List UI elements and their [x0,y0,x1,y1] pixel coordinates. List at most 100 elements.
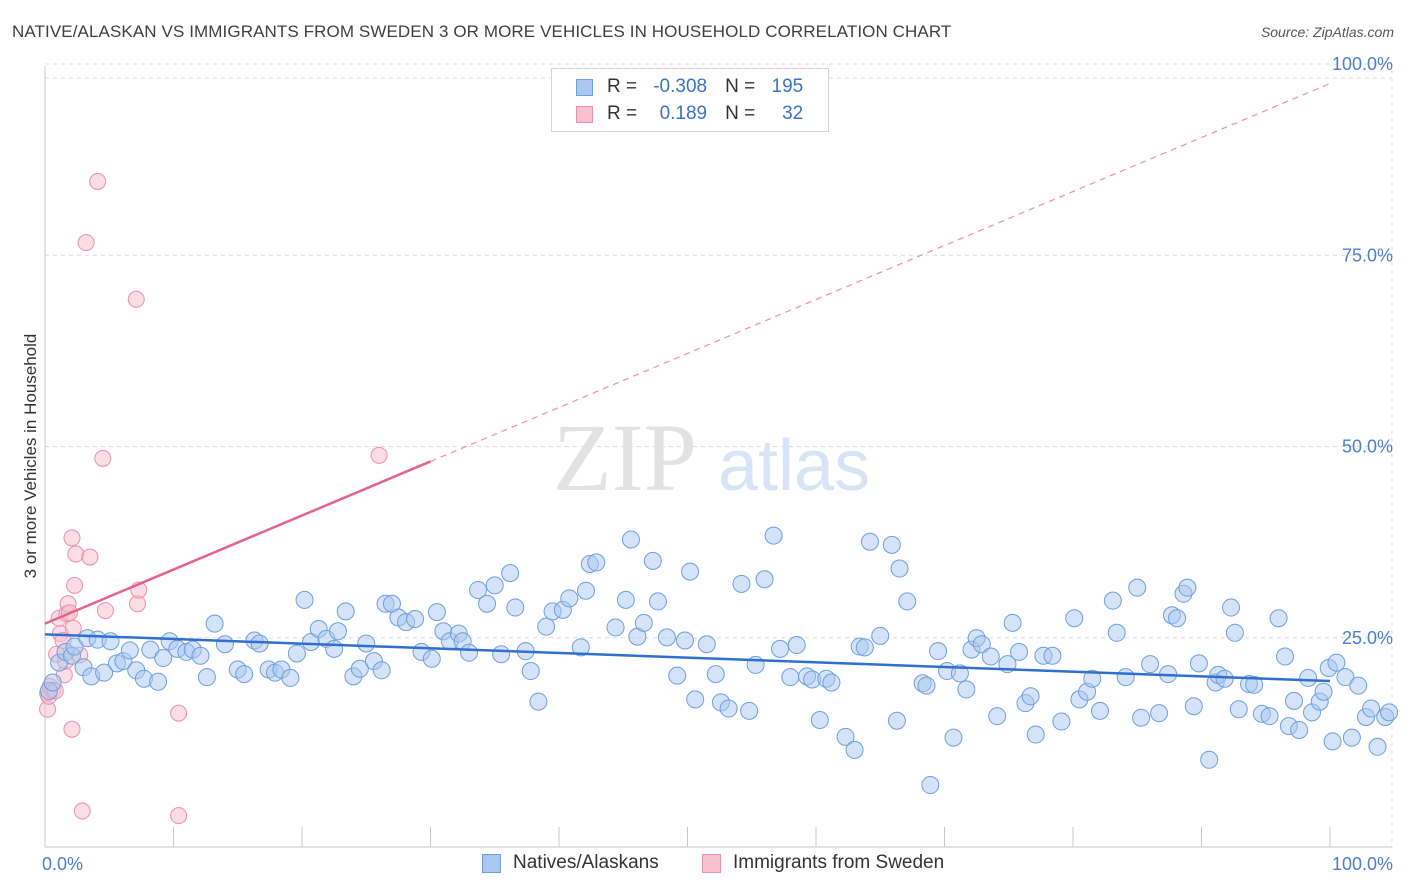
data-point-natives [325,639,344,658]
data-point-natives [771,639,790,658]
data-point-natives [1368,737,1387,756]
y-tick-label: 75.0% [1342,245,1393,265]
data-point-natives [606,618,625,637]
data-point-natives [882,535,901,554]
data-point-natives [944,728,963,747]
legend-r-value: -0.308 [653,76,708,97]
data-point-natives [506,598,525,617]
y-axis-label: 3 or more Vehicles in Household [21,334,40,579]
data-point-sweden [89,172,107,190]
trend-lines [44,82,1331,683]
data-point-natives [427,603,446,622]
data-point-sweden [370,446,388,464]
data-point-natives [972,635,991,654]
data-point-natives [1290,720,1309,739]
data-point-natives [616,590,635,609]
data-point-sweden [66,576,84,594]
data-point-natives [295,590,314,609]
watermark-zip: ZIP [553,404,697,511]
data-point-natives [406,610,425,629]
data-point-natives [836,727,855,746]
chart-title: NATIVE/ALASKAN VS IMMIGRANTS FROM SWEDEN… [12,22,952,41]
data-point-natives [681,562,700,581]
data-point-natives [917,676,936,695]
legend-swatch-pink [576,105,593,123]
data-point-natives [1052,712,1071,731]
data-point-natives [485,576,504,595]
data-point-natives [141,640,160,659]
data-point-natives [1184,697,1203,716]
data-point-natives [350,659,369,678]
data-point-natives [1362,699,1381,718]
data-point-natives [1141,655,1160,674]
data-point-natives [1116,668,1135,687]
data-point-natives [1010,642,1029,661]
correlation-legend: R = -0.308 N = 195 R = 0.189 N = 32 [551,68,829,132]
x-tick-label: 100.0% [1332,854,1393,874]
data-point-natives [1103,591,1122,610]
data-point-natives [235,665,254,684]
bottom-legend-label-natives: Natives/Alaskans [513,852,659,873]
data-point-natives [1200,750,1219,769]
data-point-sweden [96,602,114,620]
data-point-sweden [94,449,112,467]
data-point-natives [372,661,391,680]
watermark-atlas: atlas [718,426,870,506]
data-point-natives [755,570,774,589]
data-point-sweden [64,619,82,637]
data-point-natives [478,594,497,613]
data-point-natives [686,690,705,709]
data-point-natives [460,643,479,662]
data-point-natives [740,701,759,720]
legend-r-label: R = [607,103,638,124]
data-point-natives [697,635,716,654]
data-point-natives [1323,732,1342,751]
data-point-natives [120,641,139,660]
grid-lines [45,63,1393,847]
data-point-natives [357,634,376,653]
data-point-natives [501,564,520,583]
data-point-natives [287,644,306,663]
data-point-natives [587,553,606,572]
data-point-natives [154,649,173,668]
data-point-natives [1021,687,1040,706]
data-point-natives [1380,703,1399,722]
data-point-natives [1285,691,1304,710]
data-point-natives [1215,669,1234,688]
data-point-natives [1222,598,1241,617]
data-point-natives [422,649,441,668]
legend-row-natives: R = -0.308 N = 195 [576,75,803,99]
data-point-natives [634,613,653,632]
data-point-natives [1178,578,1197,597]
y-tick-label: 25.0% [1342,628,1393,648]
data-point-natives [898,592,917,611]
data-point-natives [492,645,511,664]
data-point-natives [855,638,874,657]
legend-r-value: 0.189 [659,103,708,124]
bottom-legend-label-sweden: Immigrants from Sweden [733,852,945,873]
data-point-sweden [63,529,81,547]
bottom-legend-swatch-blue [482,853,501,873]
data-point-natives [1225,623,1244,642]
data-point-natives [191,646,210,665]
trend-line-sweden-extrapolated [430,82,1331,462]
data-point-natives [95,663,114,682]
data-point-natives [1132,708,1151,727]
data-point-natives [1299,668,1318,687]
legend-swatch-blue [576,78,593,96]
tick-labels: 25.0% 50.0% 75.0% 100.0% 0.0% 100.0% [42,54,1393,874]
legend-n-value: 32 [782,103,804,124]
data-point-natives [537,617,556,636]
data-point-natives [529,692,548,711]
legend-r-label: R = [607,76,638,97]
data-point-natives [657,628,676,647]
data-point-natives [1269,609,1288,628]
data-point-natives [1276,647,1295,666]
data-point-natives [521,662,540,681]
data-point-natives [764,526,783,545]
data-point-natives [469,580,488,599]
source-label: Source: ZipAtlas.com [1260,24,1394,40]
data-point-natives [205,614,224,633]
data-point-sweden [81,548,99,566]
